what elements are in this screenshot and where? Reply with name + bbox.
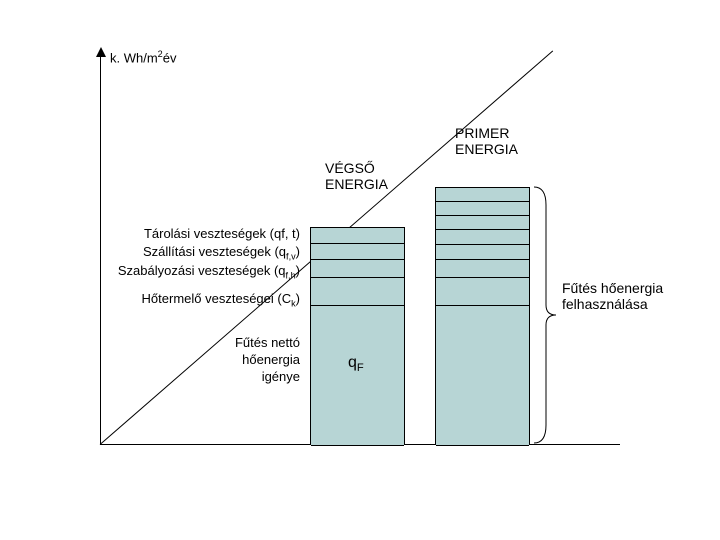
bar-vegso-energia [310, 227, 405, 445]
y-axis-arrow-icon [96, 47, 106, 57]
chart-area: k. Wh/m2év VÉGSŐENERGIA PRIMERENERGIA Tá… [100, 55, 610, 445]
bar-segment [436, 260, 529, 278]
label-netto: Fűtés nettóhőenergiaigénye [120, 335, 300, 386]
label-szabalyozasi: Szabályozási veszteségek (qf,h) [0, 262, 300, 282]
bar-segment [436, 216, 529, 230]
bar-segment [436, 306, 529, 446]
label-qf: qF [348, 354, 364, 374]
bracket-icon [532, 185, 562, 445]
y-axis-unit: k. Wh/m2év [110, 49, 176, 65]
label-hotermelo: Hőtermelő veszteségei (Ck) [0, 290, 300, 310]
loss-labels: Tárolási veszteségek (qf, t) Szállítási … [0, 225, 300, 310]
bar-segment [436, 188, 529, 202]
bar-segment [436, 202, 529, 216]
bar-segment [311, 228, 404, 244]
bar-segment [311, 260, 404, 278]
label-primer-energia: PRIMERENERGIA [455, 125, 518, 157]
bar-segment [436, 245, 529, 260]
label-vegso-energia: VÉGSŐENERGIA [325, 160, 388, 192]
bar-primer-energia [435, 187, 530, 445]
label-szallitasi: Szállítási veszteségek (qf,v) [0, 243, 300, 263]
label-tarolasi: Tárolási veszteségek (qf, t) [0, 225, 300, 243]
bar-segment [311, 278, 404, 306]
label-felhasznalasa: Fűtés hőenergiafelhasználása [562, 280, 720, 312]
bar-segment [436, 230, 529, 245]
bar-segment [311, 306, 404, 446]
bar-segment [311, 244, 404, 260]
bar-segment [436, 278, 529, 306]
